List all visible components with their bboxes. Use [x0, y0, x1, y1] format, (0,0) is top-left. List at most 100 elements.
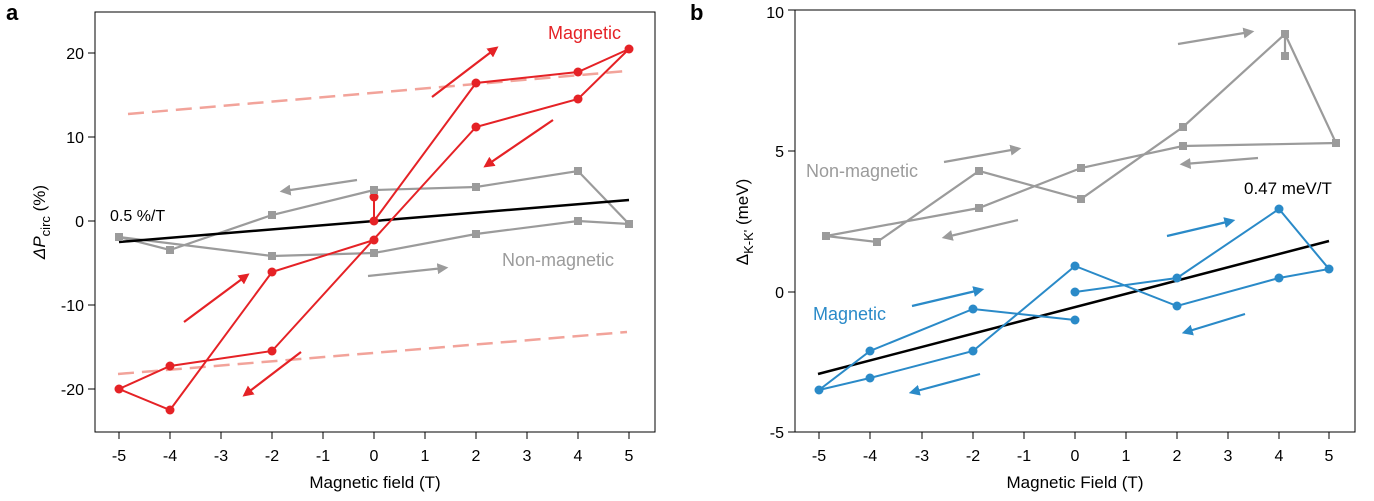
magnetic-annotation: Magnetic [548, 23, 621, 43]
y-tick-label: 20 [66, 46, 84, 63]
magnetic-annotation: Magnetic [813, 304, 886, 324]
y-label-subscript: K-K' [741, 230, 756, 254]
panel-b-nonmagnetic-markers [822, 30, 1340, 246]
slope-annotation: 0.5 %/T [110, 208, 165, 225]
panel-a-nonmagnetic-line [118, 169, 632, 258]
panel-a-y-axis: 20 10 0 -10 -20 [61, 46, 95, 399]
data-point [268, 211, 276, 219]
x-tick-label: 3 [523, 448, 532, 465]
data-point [1172, 273, 1182, 283]
y-label-main: Δ [733, 254, 752, 265]
x-tick-label: -3 [214, 448, 228, 465]
y-label-subscript: circ [38, 216, 53, 237]
data-point [369, 192, 379, 202]
direction-arrow [908, 372, 981, 396]
data-point [267, 267, 277, 277]
x-tick-label: 5 [625, 448, 634, 465]
y-tick-label: -10 [61, 298, 84, 315]
data-point [625, 220, 633, 228]
panel-b-nonmagnetic-line [825, 32, 1338, 244]
x-tick-label: 3 [1224, 448, 1233, 465]
panel-b-letter: b [690, 0, 703, 25]
y-tick-label: 10 [766, 5, 784, 22]
data-point [268, 252, 276, 260]
data-point [624, 44, 634, 54]
data-point [1070, 287, 1080, 297]
data-point [1172, 301, 1182, 311]
nonmagnetic-annotation: Non-magnetic [806, 161, 918, 181]
data-point [1070, 261, 1080, 271]
data-point [968, 346, 978, 356]
panel-a-magnetic-line [116, 48, 630, 412]
x-tick-label: -4 [863, 448, 877, 465]
panel-a-y-axis-label: ΔPcirc (%) [30, 185, 53, 260]
direction-arrow [1166, 217, 1236, 238]
data-point [1179, 123, 1187, 131]
slope-annotation: 0.47 meV/T [1244, 179, 1332, 198]
panel-b: b [690, 0, 1356, 492]
x-tick-label: 0 [1071, 448, 1080, 465]
panel-a-lower-dashed-guide [117, 330, 628, 376]
x-tick-label: -2 [265, 448, 279, 465]
data-point [1281, 52, 1289, 60]
panel-b-direction-arrows [908, 27, 1259, 396]
y-tick-label: 0 [775, 285, 784, 302]
direction-arrow [943, 144, 1022, 164]
y-tick-label: -20 [61, 382, 84, 399]
data-point [1274, 204, 1284, 214]
data-point [166, 246, 174, 254]
y-tick-label: 0 [75, 214, 84, 231]
y-tick-label: -5 [770, 425, 784, 442]
x-tick-label: 4 [1275, 448, 1284, 465]
data-point [165, 361, 175, 371]
panel-b-fit-line [817, 239, 1330, 376]
x-tick-label: 0 [370, 448, 379, 465]
panel-b-y-axis: 10 5 0 -5 [766, 5, 795, 442]
y-tick-label: 10 [66, 130, 84, 147]
panel-b-frame [794, 9, 1356, 433]
panel-b-x-axis: -5 -4 -3 -2 -1 0 1 2 3 4 5 [812, 432, 1334, 465]
panel-a-magnetic-markers [114, 44, 634, 415]
data-point [1179, 142, 1187, 150]
x-tick-label: -1 [316, 448, 330, 465]
direction-arrow [941, 218, 1019, 241]
panel-b-magnetic-markers [814, 204, 1334, 395]
data-point [114, 384, 124, 394]
data-point [574, 217, 582, 225]
data-point [1324, 264, 1334, 274]
data-point [1070, 315, 1080, 325]
x-tick-label: 1 [421, 448, 430, 465]
x-tick-label: -1 [1017, 448, 1031, 465]
panel-a-frame [94, 11, 656, 433]
x-tick-label: -5 [812, 448, 826, 465]
y-tick-label: 5 [775, 144, 784, 161]
x-tick-label: 4 [574, 448, 583, 465]
x-tick-label: -2 [966, 448, 980, 465]
data-point [873, 238, 881, 246]
x-tick-label: -4 [163, 448, 177, 465]
data-point [267, 346, 277, 356]
data-point [165, 405, 175, 415]
x-tick-label: -3 [915, 448, 929, 465]
data-point [968, 304, 978, 314]
panel-a-nonmagnetic-markers [115, 167, 633, 260]
data-point [471, 78, 481, 88]
direction-arrow [483, 119, 554, 168]
direction-arrow [911, 286, 985, 308]
panel-b-y-axis-label: ΔK-K' (meV) [733, 179, 756, 266]
data-point [822, 232, 830, 240]
nonmagnetic-annotation: Non-magnetic [502, 250, 614, 270]
data-point [865, 346, 875, 356]
x-tick-label: 1 [1122, 448, 1131, 465]
data-point [369, 235, 379, 245]
direction-arrow [183, 273, 250, 323]
data-point [370, 249, 378, 257]
data-point [1281, 30, 1289, 38]
panel-b-x-axis-label: Magnetic Field (T) [1007, 473, 1144, 492]
direction-arrow [367, 263, 449, 278]
data-point [1077, 164, 1085, 172]
direction-arrow [431, 46, 499, 98]
direction-arrow [1181, 312, 1246, 336]
data-point [573, 94, 583, 104]
